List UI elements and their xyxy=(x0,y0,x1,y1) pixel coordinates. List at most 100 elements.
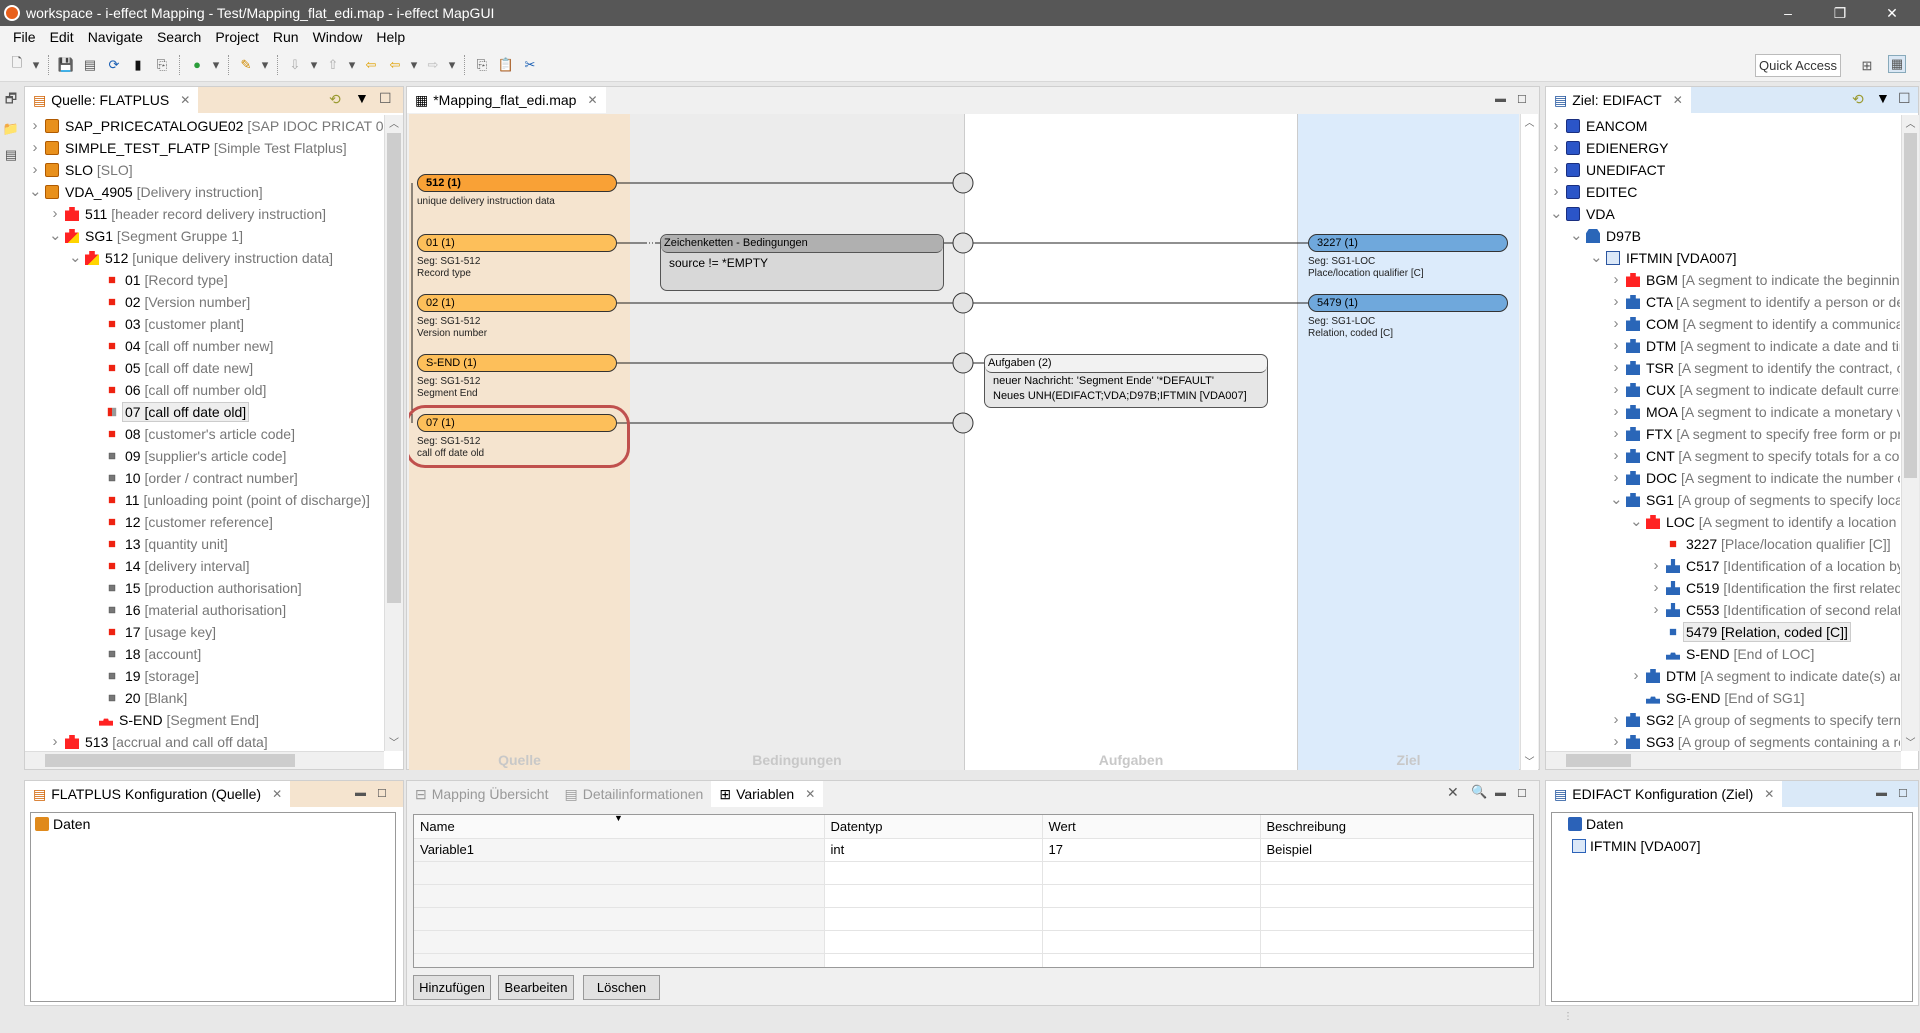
expand-chevron-icon[interactable]: › xyxy=(1653,601,1659,618)
tree-item[interactable]: ⌄ LOC [A segment to identify a location a xyxy=(1546,511,1900,533)
maximize-icon[interactable]: ☐ xyxy=(379,90,392,106)
filter-icon[interactable]: ▼ xyxy=(1876,90,1890,106)
maximize-icon[interactable]: ☐ xyxy=(1517,788,1527,800)
target-tree[interactable]: › EANCOM › EDIENERGY › UNEDIFACT › EDITEC ⌄ VDA ⌄ D… xyxy=(1546,115,1900,751)
source-node[interactable]: 512 (1) xyxy=(417,174,617,192)
delete-button[interactable]: Löschen xyxy=(583,975,660,1000)
source-tree[interactable]: › SAP_PRICECATALOGUE02 [SAP IDOC PRICAT 0… xyxy=(25,115,383,751)
tab-variablen[interactable]: ⊞ Variablen ✕ xyxy=(711,781,824,807)
close-tab-icon[interactable]: ✕ xyxy=(1764,787,1775,801)
tree-item[interactable]: 13 [quantity unit] xyxy=(25,533,383,555)
tab-target[interactable]: ▤ Ziel: EDIFACT ✕ xyxy=(1546,87,1691,113)
tree-item[interactable]: 19 [storage] xyxy=(25,665,383,687)
menu-help[interactable]: Help xyxy=(376,29,406,45)
tree-item[interactable]: 18 [account] xyxy=(25,643,383,665)
expand-chevron-icon[interactable]: › xyxy=(1553,117,1559,134)
collapse-chevron-icon[interactable]: ⌄ xyxy=(29,183,42,200)
source-node[interactable]: 02 (1) xyxy=(417,294,617,312)
expand-chevron-icon[interactable]: › xyxy=(1653,557,1659,574)
tree-item[interactable]: 06 [call off number old] xyxy=(25,379,383,401)
target-horizontal-scrollbar[interactable] xyxy=(1546,751,1901,769)
tree-item[interactable]: › SG3 [A group of segments containing a r… xyxy=(1546,731,1901,751)
tree-item[interactable]: › C517 [Identification of a location by xyxy=(1546,555,1901,577)
tree-item[interactable]: › C519 [Identification the first related xyxy=(1546,577,1901,599)
tree-item[interactable]: › SIMPLE_TEST_FLATP [Simple Test Flatplus… xyxy=(25,137,383,159)
tab-mapping-uebersicht[interactable]: ⊟ Mapping Übersicht xyxy=(407,781,556,807)
save-icon[interactable]: 💾 xyxy=(57,56,75,72)
tree-item[interactable]: › FTX [A segment to specify free form or … xyxy=(1546,423,1901,445)
target-config-tree[interactable]: Daten IFTMIN [VDA007] xyxy=(1551,812,1913,1002)
collapse-chevron-icon[interactable]: ⌄ xyxy=(1630,513,1643,530)
expand-chevron-icon[interactable]: › xyxy=(1613,469,1619,486)
tree-item[interactable]: › COM [A segment to identify a communica xyxy=(1546,313,1901,335)
menu-window[interactable]: Window xyxy=(312,29,363,45)
condition-box[interactable]: Zeichenketten - Bedingungen source != *E… xyxy=(660,234,944,291)
menu-navigate[interactable]: Navigate xyxy=(87,29,143,45)
tree-item[interactable]: ⌄ VDA xyxy=(1546,203,1900,225)
tree-item[interactable]: 10 [order / contract number] xyxy=(25,467,383,489)
tree-item[interactable]: SG-END [End of SG1] xyxy=(1546,687,1900,709)
target-node[interactable]: 5479 (1) xyxy=(1308,294,1508,312)
tree-item[interactable]: S-END [Segment End] xyxy=(25,709,383,731)
tree-item[interactable]: 3227 [Place/location qualifier [C]] xyxy=(1546,533,1900,555)
clear-icon[interactable]: ✕ xyxy=(1447,784,1459,800)
close-tab-icon[interactable]: ✕ xyxy=(1672,93,1683,107)
back-icon[interactable]: ⇦ xyxy=(389,56,401,72)
maximize-icon[interactable]: ☐ xyxy=(377,788,387,800)
tree-item[interactable]: ⌄ D97B xyxy=(1546,225,1900,247)
scroll-thumb[interactable] xyxy=(1904,133,1917,478)
column-header-beschreibung[interactable]: Beschreibung xyxy=(1260,815,1533,839)
source-config-tree[interactable]: Daten xyxy=(30,812,396,1002)
minimize-icon[interactable]: ▬ xyxy=(1495,787,1506,799)
expand-chevron-icon[interactable]: › xyxy=(1613,359,1619,376)
tree-item[interactable]: 05 [call off date new] xyxy=(25,357,383,379)
tree-item[interactable]: 07 [call off date old] xyxy=(25,401,383,423)
collapse-chevron-icon[interactable]: ⌄ xyxy=(1610,491,1623,508)
tree-item[interactable]: › SLO [SLO] xyxy=(25,159,383,181)
tree-item[interactable]: ⌄ SG1 [Segment Gruppe 1] xyxy=(25,225,383,247)
sync-icon[interactable]: ⟲ xyxy=(1852,91,1864,107)
dropdown-arrow-icon[interactable]: ▾ xyxy=(212,56,220,72)
tree-item[interactable]: › MOA [A segment to indicate a monetary v xyxy=(1546,401,1901,423)
tree-item[interactable]: › CUX [A segment to indicate default curr… xyxy=(1546,379,1901,401)
tree-item[interactable]: 08 [customer's article code] xyxy=(25,423,383,445)
prev-annotation-icon[interactable]: ⇧ xyxy=(327,56,339,72)
new-icon[interactable]: 🗋 xyxy=(11,54,23,70)
tab-source[interactable]: ▤ Quelle: FLATPLUS ✕ xyxy=(25,87,199,113)
tab-detailinformationen[interactable]: ▤ Detailinformationen xyxy=(556,781,711,807)
tree-item[interactable]: › EANCOM xyxy=(1546,115,1900,137)
minimize-icon[interactable]: ▬ xyxy=(1495,93,1506,105)
tree-item[interactable]: 5479 [Relation, coded [C]] xyxy=(1546,621,1900,643)
expand-chevron-icon[interactable]: › xyxy=(52,205,58,222)
expand-chevron-icon[interactable]: › xyxy=(1653,579,1659,596)
minimize-icon[interactable]: ▬ xyxy=(1876,787,1887,799)
config-item-daten[interactable]: Daten xyxy=(1552,813,1912,835)
tree-item[interactable]: ⌄ SG1 [A group of segments to specify loc… xyxy=(1546,489,1900,511)
expand-chevron-icon[interactable]: › xyxy=(32,161,38,178)
scroll-thumb[interactable] xyxy=(45,754,295,767)
last-edit-icon[interactable]: ⇦ xyxy=(365,56,377,72)
tree-item[interactable]: 04 [call off number new] xyxy=(25,335,383,357)
column-header-wert[interactable]: Wert xyxy=(1042,815,1261,839)
paste-icon[interactable]: 📋 xyxy=(497,56,515,72)
tree-item[interactable]: 17 [usage key] xyxy=(25,621,383,643)
tab-target-config[interactable]: ▤ EDIFACT Konfiguration (Ziel) ✕ xyxy=(1546,781,1783,807)
tree-item[interactable]: 20 [Blank] xyxy=(25,687,383,709)
edit-button[interactable]: Bearbeiten xyxy=(498,975,574,1000)
close-tab-icon[interactable]: ✕ xyxy=(180,93,191,107)
expand-chevron-icon[interactable]: › xyxy=(1633,667,1639,684)
expand-chevron-icon[interactable]: › xyxy=(1613,381,1619,398)
dropdown-arrow-icon[interactable]: ▾ xyxy=(348,56,356,72)
tree-item[interactable]: › DOC [A segment to indicate the number o xyxy=(1546,467,1901,489)
expand-chevron-icon[interactable]: › xyxy=(1613,293,1619,310)
tree-item[interactable]: › C553 [Identification of second relate xyxy=(1546,599,1901,621)
source-horizontal-scrollbar[interactable] xyxy=(25,751,384,769)
tree-item[interactable]: › BGM [A segment to indicate the beginnin… xyxy=(1546,269,1901,291)
expand-chevron-icon[interactable]: › xyxy=(32,139,38,156)
minimize-button[interactable]: – xyxy=(1784,5,1792,21)
sync-icon[interactable]: ⟲ xyxy=(329,91,341,107)
search-icon[interactable]: 🔍 xyxy=(1471,784,1488,799)
pen-icon[interactable]: ✎ xyxy=(240,56,252,72)
tree-item[interactable]: 01 [Record type] xyxy=(25,269,383,291)
dropdown-arrow-icon[interactable]: ▾ xyxy=(310,56,318,72)
